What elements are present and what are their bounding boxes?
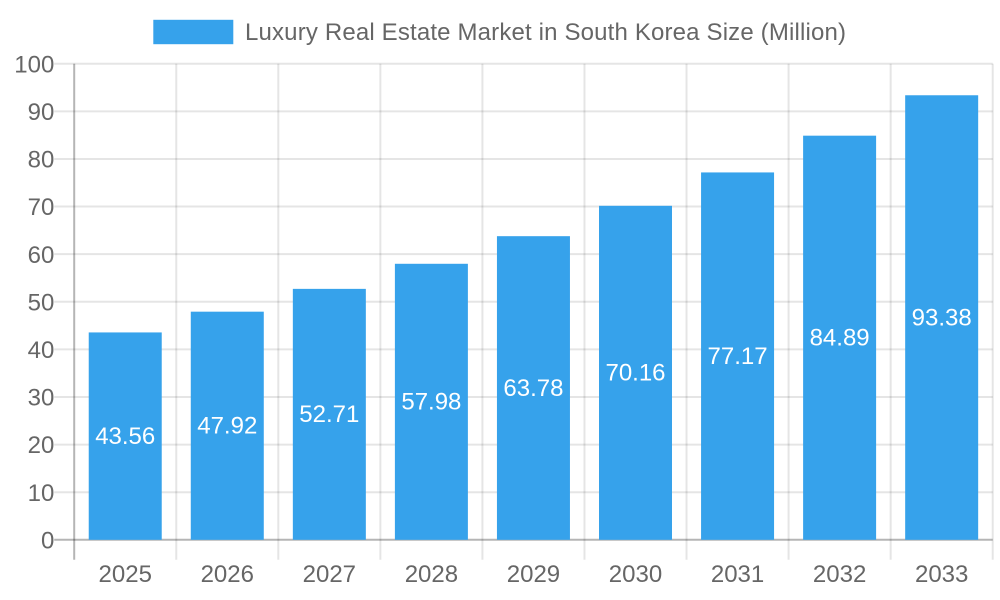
svg-text:52.71: 52.71 xyxy=(299,401,359,428)
svg-text:63.78: 63.78 xyxy=(503,375,563,402)
svg-text:2025: 2025 xyxy=(99,561,152,588)
svg-text:0: 0 xyxy=(41,527,54,554)
svg-text:2032: 2032 xyxy=(813,561,866,588)
svg-text:20: 20 xyxy=(28,432,55,459)
svg-text:Luxury Real Estate Market in S: Luxury Real Estate Market in South Korea… xyxy=(245,19,846,46)
svg-text:2026: 2026 xyxy=(201,561,254,588)
svg-text:70: 70 xyxy=(28,194,55,221)
svg-text:40: 40 xyxy=(28,337,55,364)
svg-text:50: 50 xyxy=(28,289,55,316)
svg-text:43.56: 43.56 xyxy=(95,423,155,450)
svg-text:90: 90 xyxy=(28,99,55,126)
svg-text:47.92: 47.92 xyxy=(197,413,257,440)
svg-text:77.17: 77.17 xyxy=(708,343,768,370)
svg-text:70.16: 70.16 xyxy=(605,360,665,387)
svg-text:84.89: 84.89 xyxy=(810,325,870,352)
svg-text:2030: 2030 xyxy=(609,561,662,588)
svg-text:2033: 2033 xyxy=(915,561,968,588)
svg-text:30: 30 xyxy=(28,385,55,412)
svg-text:60: 60 xyxy=(28,242,55,269)
svg-text:2028: 2028 xyxy=(405,561,458,588)
svg-text:93.38: 93.38 xyxy=(912,304,972,331)
svg-text:2027: 2027 xyxy=(303,561,356,588)
svg-text:57.98: 57.98 xyxy=(401,389,461,416)
svg-text:80: 80 xyxy=(28,147,55,174)
svg-text:2031: 2031 xyxy=(711,561,764,588)
svg-text:100: 100 xyxy=(14,51,54,78)
svg-text:2029: 2029 xyxy=(507,561,560,588)
svg-text:10: 10 xyxy=(28,480,55,507)
